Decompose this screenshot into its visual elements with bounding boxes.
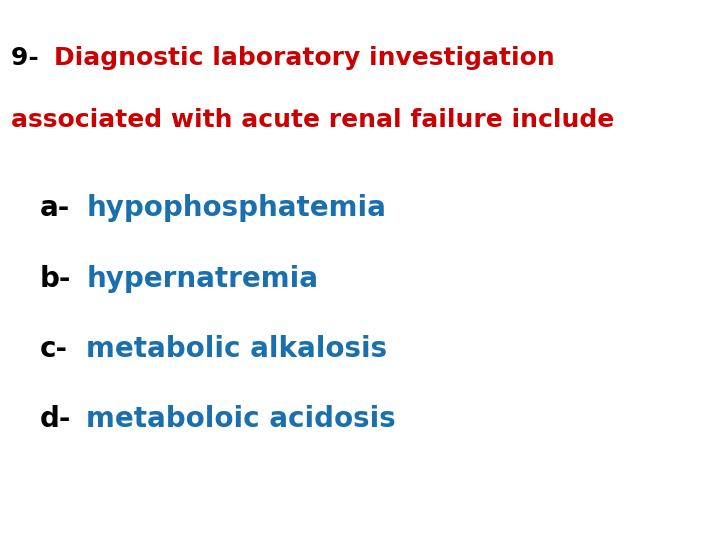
Text: hypophosphatemia: hypophosphatemia xyxy=(86,194,386,222)
Text: Diagnostic laboratory investigation: Diagnostic laboratory investigation xyxy=(54,46,554,70)
Text: metaboloic acidosis: metaboloic acidosis xyxy=(86,405,396,433)
Text: metabolic alkalosis: metabolic alkalosis xyxy=(86,335,387,363)
Text: c-: c- xyxy=(40,335,68,363)
Text: d-: d- xyxy=(40,405,71,433)
Text: hypernatremia: hypernatremia xyxy=(86,265,318,293)
Text: b-: b- xyxy=(40,265,71,293)
Text: 9-: 9- xyxy=(11,46,48,70)
Text: associated with acute renal failure include: associated with acute renal failure incl… xyxy=(11,108,614,132)
Text: a-: a- xyxy=(40,194,70,222)
